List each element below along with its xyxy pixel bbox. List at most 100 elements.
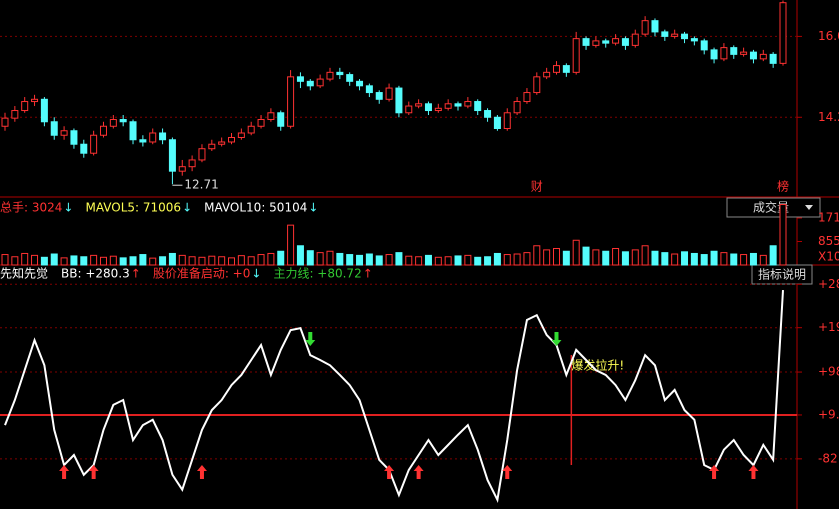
volume-bar (493, 252, 501, 266)
volume-bar (11, 256, 19, 266)
legend-arrow: ↓ (182, 201, 192, 215)
volume-bar (681, 251, 689, 266)
legend-text: 总手: 3024 (0, 201, 62, 215)
candle-body (326, 71, 334, 80)
volume-bar (405, 255, 413, 266)
candle-body (277, 112, 285, 127)
volume-bar (661, 252, 669, 266)
candle-body (50, 121, 58, 136)
candle-body (247, 125, 255, 134)
dropdown-caret[interactable] (805, 205, 813, 210)
volume-bar (40, 256, 48, 266)
volume-bar (740, 254, 748, 266)
candle-body (159, 132, 167, 141)
unit-label: X10 (818, 250, 839, 264)
volume-bar (474, 256, 482, 266)
candle-body (129, 121, 137, 141)
buy-arrow (88, 465, 99, 479)
candle-body (346, 74, 354, 82)
volume-bar (651, 250, 659, 266)
volume-bar (267, 252, 275, 266)
volume-bar (415, 256, 423, 266)
candle-body (80, 143, 88, 154)
volume-bar (395, 252, 403, 266)
volume-bar (503, 254, 511, 266)
volume-bar (543, 249, 551, 266)
volume-bar (631, 249, 639, 266)
y-tick-label: 14.2 (818, 110, 839, 124)
volume-bar (198, 256, 206, 266)
candle-body (90, 134, 98, 154)
volume-bar (375, 255, 383, 266)
y-tick-label: 16.0 (818, 29, 839, 43)
volume-bar (779, 204, 787, 266)
legend-arrow: ↓ (63, 201, 73, 215)
candle-body (562, 65, 570, 73)
candle-body (700, 40, 708, 51)
volume-bar (149, 257, 157, 266)
candle-body (474, 101, 482, 112)
volume-bar (237, 255, 245, 266)
buy-arrow (748, 465, 759, 479)
candle-body (493, 116, 501, 130)
candle-body (21, 101, 29, 112)
volume-bar (99, 256, 107, 266)
candle-body (70, 130, 78, 145)
volume-bar (336, 252, 344, 266)
volume-bar (454, 255, 462, 266)
candle-body (592, 40, 600, 46)
candle-body (228, 136, 236, 143)
y-tick-label: +28 (818, 277, 839, 291)
volume-bar (592, 249, 600, 266)
volume-bar (602, 250, 610, 266)
volume-bar (730, 253, 738, 266)
volume-bar (759, 254, 767, 266)
candle-body (11, 110, 19, 119)
volume-bar (562, 250, 570, 266)
volume-bar (749, 252, 757, 266)
volume-bar (316, 252, 324, 266)
candle-body (218, 141, 226, 145)
candle-body (316, 78, 324, 87)
candle-body (631, 33, 639, 46)
button-label[interactable]: 指标说明 (758, 267, 806, 282)
candle-body (464, 101, 472, 107)
candle-body (119, 119, 127, 123)
volume-bar (464, 254, 472, 266)
candle-body (1, 117, 9, 127)
candle-body (651, 20, 659, 33)
sell-arrow (551, 332, 562, 346)
volume-bar (139, 254, 147, 266)
candle-body (198, 148, 206, 161)
candle-body (405, 105, 413, 114)
candle-body (720, 47, 728, 60)
volume-bar (710, 250, 718, 266)
volume-bar (582, 246, 590, 266)
candle-body (769, 53, 777, 64)
volume-bar (444, 256, 452, 266)
candle-body (306, 80, 314, 87)
event-marker: 榜 (777, 179, 789, 194)
volume-bar (168, 252, 176, 266)
volume-bar (247, 256, 255, 266)
volume-bar (523, 252, 531, 266)
y-tick-label: +9.0 (818, 407, 839, 421)
volume-bar (228, 257, 236, 266)
volume-bar (552, 248, 560, 266)
dropdown[interactable] (726, 197, 821, 218)
volume-bar (80, 256, 88, 266)
volume-bar (720, 252, 728, 266)
candle-body (208, 143, 216, 150)
sell-arrow (305, 332, 316, 346)
volume-bar (356, 254, 364, 266)
candle-body (109, 119, 117, 127)
candle-body (287, 76, 295, 127)
candle-body (543, 71, 551, 78)
volume-bar (690, 252, 698, 266)
candle-body (188, 159, 196, 168)
candle-body (513, 101, 521, 114)
legend-arrow: ↓ (308, 201, 318, 215)
buy-arrow (413, 465, 424, 479)
candle-body (641, 20, 649, 35)
legend-text: 股价准备启动: +0 (153, 267, 251, 281)
